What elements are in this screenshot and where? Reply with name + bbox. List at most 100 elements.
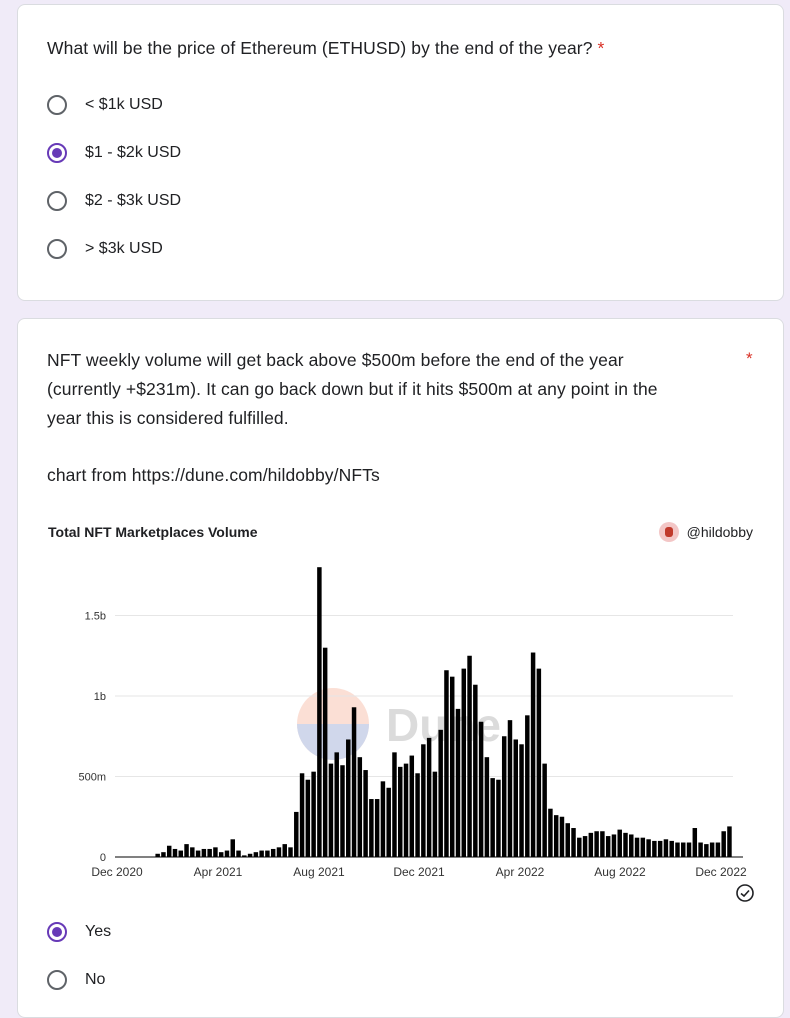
bar (334, 752, 339, 857)
bar (155, 853, 160, 857)
radio-button[interactable] (47, 239, 67, 259)
bar (438, 729, 443, 857)
bar (721, 831, 726, 857)
nft-volume-chart: Dune 0 500m 1b 1.5b Dec 2020 Apr 2021 Aug 2021 D… (78, 567, 747, 879)
bar (270, 848, 276, 857)
bar (588, 832, 594, 857)
option-label: Yes (85, 923, 112, 940)
x-tick-label: Apr 2021 (194, 865, 243, 879)
bar (657, 840, 663, 857)
bar (184, 844, 189, 857)
y-tick-label: 1.5b (85, 611, 106, 623)
x-tick-label: Dec 2020 (91, 865, 143, 879)
bar (582, 836, 588, 857)
bar (611, 834, 617, 857)
question-text-line: (currently +$231m). It can go back down … (47, 379, 658, 399)
bar (207, 848, 212, 857)
bar (294, 811, 299, 857)
bar (346, 739, 351, 857)
bar (686, 842, 692, 857)
bar (230, 839, 235, 857)
bar (351, 707, 357, 857)
bar (242, 855, 247, 857)
bar (478, 721, 484, 857)
bar (161, 852, 166, 857)
bar (559, 816, 565, 857)
bar (166, 845, 172, 857)
radio-option-1k-2k[interactable]: $1 - $2k USD (47, 140, 181, 166)
option-label: > $3k USD (85, 240, 163, 257)
bar (276, 847, 282, 857)
bar (542, 763, 547, 857)
bar (709, 842, 715, 857)
option-label: $2 - $3k USD (85, 192, 182, 209)
bar (236, 850, 241, 857)
bar (449, 676, 455, 857)
bar (571, 828, 576, 857)
bar (727, 826, 732, 857)
radio-option-no[interactable]: No (47, 967, 105, 993)
x-tick-label: Aug 2022 (594, 865, 646, 879)
bar (594, 831, 599, 857)
y-tick-label: 500m (78, 772, 106, 784)
bar (461, 668, 467, 857)
bar (444, 670, 449, 857)
bar (380, 781, 386, 857)
radio-option-lt-1k[interactable]: < $1k USD (47, 92, 163, 118)
bar (640, 837, 646, 857)
option-label: No (85, 971, 106, 988)
bar (663, 839, 669, 857)
bar (652, 840, 657, 857)
bar (490, 778, 495, 857)
watermark-logo-half (297, 724, 369, 760)
bar (369, 799, 374, 857)
bar (484, 757, 490, 857)
author-handle: @hildobby (686, 524, 753, 540)
radio-button-selected[interactable] (47, 143, 67, 163)
radio-option-yes[interactable]: Yes (47, 919, 111, 945)
bar (519, 744, 524, 857)
bar (692, 828, 698, 857)
bar (530, 652, 536, 857)
bar (322, 647, 328, 857)
option-label: $1 - $2k USD (85, 144, 182, 161)
bar (357, 757, 363, 857)
question-card-nft-volume: NFT weekly volume will get back above $5… (17, 318, 784, 1018)
bar (513, 739, 518, 857)
bar (553, 815, 559, 857)
question-title: What will be the price of Ethereum (ETHU… (47, 34, 604, 63)
radio-button[interactable] (47, 95, 67, 115)
bar (403, 763, 409, 857)
bar (675, 842, 680, 857)
radio-option-gt-3k[interactable]: > $3k USD (47, 236, 163, 262)
watermark-text: Dune (386, 699, 501, 751)
bar (340, 765, 345, 857)
radio-option-2k-3k[interactable]: $2 - $3k USD (47, 188, 181, 214)
question-text-line: year this is considered fulfilled. (47, 408, 289, 428)
bar (507, 720, 513, 857)
chart-author: @hildobby (658, 522, 753, 542)
question-title: NFT weekly volume will get back above $5… (47, 346, 658, 433)
bar (282, 844, 287, 857)
bar (629, 834, 634, 857)
bar (247, 853, 253, 857)
bar (328, 763, 334, 857)
x-tick-label: Aug 2021 (293, 865, 345, 879)
bar (265, 850, 270, 857)
watermark-logo (297, 688, 369, 760)
bar (681, 842, 686, 857)
x-tick-label: Apr 2022 (496, 865, 545, 879)
radio-button[interactable] (47, 191, 67, 211)
bar (195, 850, 201, 857)
bar (577, 837, 582, 857)
bar (224, 850, 230, 857)
bar (201, 848, 207, 857)
radio-button-selected[interactable] (47, 922, 67, 942)
radio-button[interactable] (47, 970, 67, 990)
bar (172, 848, 178, 857)
option-label: < $1k USD (85, 96, 163, 113)
bar (605, 836, 611, 857)
bar (467, 655, 472, 857)
bar (299, 773, 305, 857)
bar (496, 779, 501, 857)
